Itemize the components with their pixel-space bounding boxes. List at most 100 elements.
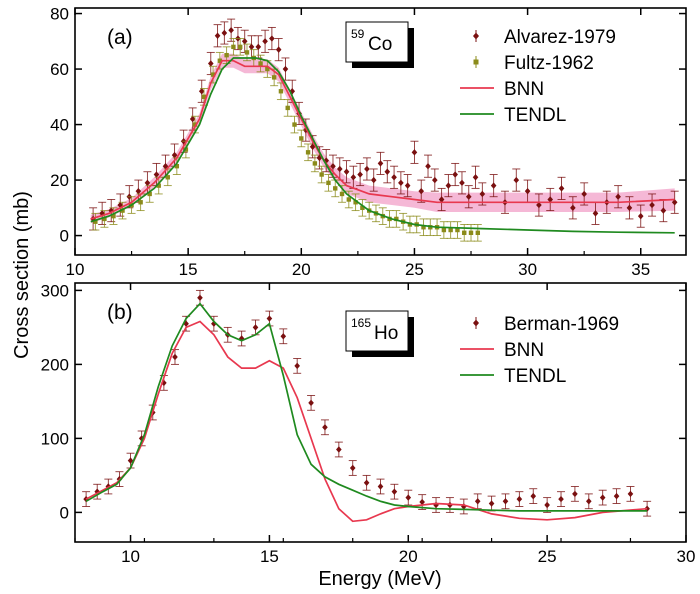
y-tick-label: 200 xyxy=(41,355,69,374)
data-point xyxy=(262,38,268,45)
data-point xyxy=(613,492,620,500)
data-point xyxy=(153,171,160,178)
data-point xyxy=(488,500,495,507)
data-point xyxy=(278,89,284,94)
isotope-symbol: Co xyxy=(368,34,392,55)
data-point xyxy=(516,495,523,503)
data-point xyxy=(228,27,234,34)
data-point xyxy=(343,168,350,175)
x-tick-label: 30 xyxy=(677,547,696,566)
data-point xyxy=(171,151,178,159)
data-point xyxy=(336,446,342,453)
data-point xyxy=(285,105,290,111)
data-point xyxy=(221,29,228,37)
data-point xyxy=(350,174,357,181)
data-point xyxy=(111,213,116,219)
legend: Alvarez-1979 Fultz-1962 BNN TENDL xyxy=(460,27,616,126)
data-point xyxy=(474,498,481,505)
data-point xyxy=(407,222,413,227)
data-point xyxy=(615,193,621,200)
data-point xyxy=(339,191,345,197)
legend-marker xyxy=(473,59,479,65)
data-point xyxy=(475,230,481,235)
data-point xyxy=(558,495,564,503)
legend-label: TENDL xyxy=(504,105,566,126)
data-point xyxy=(156,183,161,188)
data-point xyxy=(353,200,358,205)
data-point xyxy=(165,175,170,180)
data-point xyxy=(530,492,537,500)
data-point xyxy=(394,216,399,222)
data-point xyxy=(627,490,634,498)
data-point xyxy=(172,353,178,361)
data-point xyxy=(459,179,465,187)
data-point xyxy=(198,88,205,95)
data-point xyxy=(99,210,105,217)
x-tick-label: 15 xyxy=(179,260,198,279)
data-point xyxy=(479,190,486,198)
data-point xyxy=(192,122,198,127)
data-point xyxy=(462,230,467,235)
y-tick-label: 60 xyxy=(50,60,69,79)
data-point xyxy=(637,212,644,220)
data-point xyxy=(308,399,314,407)
data-point xyxy=(513,176,520,184)
data-point xyxy=(210,72,216,77)
data-point xyxy=(384,168,391,175)
panel-label: (a) xyxy=(107,26,133,49)
data-point xyxy=(544,501,550,509)
data-point xyxy=(363,479,370,486)
data-point xyxy=(660,207,667,214)
isotope-symbol: Ho xyxy=(374,323,398,344)
legend-marker xyxy=(473,319,479,327)
data-point xyxy=(377,483,384,490)
data-point xyxy=(346,197,352,202)
data-point xyxy=(364,165,370,173)
data-point xyxy=(305,150,311,155)
x-tick-label: 20 xyxy=(292,260,311,279)
x-tick-label: 25 xyxy=(538,547,557,566)
x-axis-title: Energy (MeV) xyxy=(318,568,441,590)
panel-label: (b) xyxy=(107,301,133,324)
data-point xyxy=(319,172,324,177)
y-axis-title: Cross section (mb) xyxy=(11,191,33,359)
y-tick-label: 40 xyxy=(50,116,69,135)
data-point xyxy=(599,494,606,501)
data-point xyxy=(455,227,460,233)
data-point xyxy=(524,187,531,195)
series-line-bnn xyxy=(90,59,675,220)
legend-label: Berman-1969 xyxy=(504,314,619,335)
data-point xyxy=(147,191,152,197)
data-point xyxy=(144,179,151,187)
data-point xyxy=(282,65,289,73)
data-point xyxy=(671,199,678,206)
data-point xyxy=(292,122,297,127)
data-point xyxy=(391,488,398,495)
data-point xyxy=(421,225,426,230)
data-point xyxy=(241,38,248,45)
data-point xyxy=(428,225,433,230)
data-point xyxy=(312,161,318,166)
data-point xyxy=(322,424,328,431)
x-tick-label: 25 xyxy=(405,260,424,279)
data-point xyxy=(592,210,599,217)
data-point xyxy=(252,324,259,331)
data-point xyxy=(438,196,445,203)
data-point xyxy=(326,180,331,186)
data-point xyxy=(585,498,592,505)
data-point xyxy=(360,205,365,211)
data-point xyxy=(502,498,509,505)
data-point xyxy=(280,333,287,340)
series-line-tendl xyxy=(85,302,648,512)
data-point xyxy=(258,61,263,66)
data-point xyxy=(581,190,587,198)
plot-frame xyxy=(74,7,687,256)
x-tick-label: 20 xyxy=(399,547,418,566)
data-point xyxy=(405,494,412,501)
data-point xyxy=(452,171,458,178)
data-point xyxy=(93,219,98,224)
x-tick-label: 15 xyxy=(260,547,279,566)
data-point xyxy=(316,154,323,162)
